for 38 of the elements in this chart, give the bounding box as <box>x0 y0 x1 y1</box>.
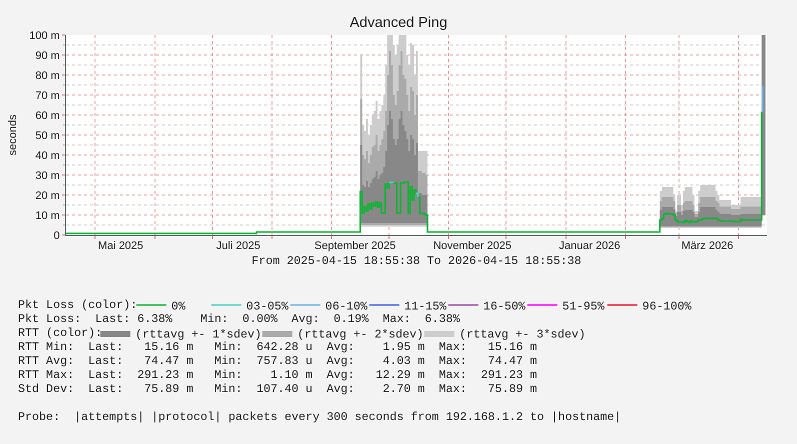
text: Pkt Loss: Last: 6.38% Min: 0.00% Avg: 0.19% Max: 6.38% <box>18 312 461 326</box>
legend-label: 11-15% <box>404 300 448 314</box>
x-tick-label: Juli 2025 <box>216 240 260 252</box>
y-tick-label: 30 m <box>35 170 60 182</box>
y-tick-label: 20 m <box>35 190 60 202</box>
y-tick-label: 40 m <box>35 150 60 162</box>
y-axis-title: seconds <box>6 114 19 156</box>
text: RTT Avg: Last: 74.47 m Min: 757.83 u Avg: 4.03 m Max: 74.47 m <box>18 354 538 368</box>
x-tick-label: Mai 2025 <box>98 240 144 252</box>
legend-label: (rttavg +- 1*sdev) <box>135 328 262 342</box>
text: Pkt Loss (color): <box>18 298 138 312</box>
y-tick-label: 80 m <box>35 70 60 82</box>
legend-label: (rttavg +- 2*sdev) <box>297 328 424 342</box>
text: RTT Min: Last: 15.16 m Min: 642.28 u Avg: 1.95 m Max: 15.16 m <box>18 340 538 354</box>
y-tick-label: 10 m <box>35 210 60 222</box>
text: RTT (color): <box>18 326 102 340</box>
y-tick-label: 90 m <box>35 50 60 62</box>
y-tick-label: 100 m <box>29 30 60 42</box>
chart-title: Advanced Ping <box>350 15 448 32</box>
text: Probe: |attempts| |protocol| packets every 300 seconds from 192.168.1.2 to |hostname| <box>18 410 622 424</box>
legend-label: 51-95% <box>562 300 606 314</box>
x-tick-label: März 2026 <box>681 240 734 252</box>
legend-label: 0% <box>171 300 186 314</box>
y-tick-label: 0 <box>54 230 60 242</box>
legend-label: 03-05% <box>246 300 290 314</box>
text: RTT Max: Last: 291.23 m Min: 1.10 m Avg: 12.29 m Max: 291.23 m <box>18 368 538 382</box>
y-tick-label: 60 m <box>35 110 60 122</box>
text: Std Dev: Last: 75.89 m Min: 107.40 u Avg: 2.70 m Max: 75.89 m <box>18 382 538 396</box>
x-tick-label: November 2025 <box>433 240 512 252</box>
y-tick-label: 50 m <box>35 130 60 142</box>
y-tick-label: 70 m <box>35 90 60 102</box>
legend-label: 96-100% <box>642 300 692 314</box>
legend-label: (rttavg +- 3*sdev) <box>459 328 586 342</box>
x-tick-label: Januar 2026 <box>559 240 620 252</box>
legend-label: 06-10% <box>325 300 368 314</box>
x-tick-label: September 2025 <box>314 240 396 252</box>
x-axis-title: From 2025-04-15 18:55:38 To 2026-04-15 18:55:38 <box>252 254 582 268</box>
legend-label: 16-50% <box>483 300 526 314</box>
